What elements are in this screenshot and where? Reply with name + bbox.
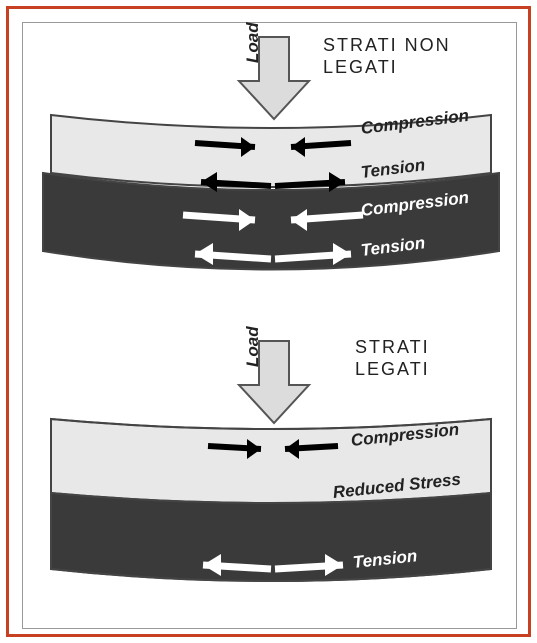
load-label-bottom: Load (243, 326, 263, 367)
load-label-top: Load (243, 22, 263, 63)
title-bottom: STRATI LEGATI (355, 337, 430, 380)
diagram-area: STRATI NON LEGATI Load Compression Tensi… (22, 22, 517, 629)
figure-border: STRATI NON LEGATI Load Compression Tensi… (6, 6, 531, 637)
title-top: STRATI NON LEGATI (323, 35, 451, 78)
